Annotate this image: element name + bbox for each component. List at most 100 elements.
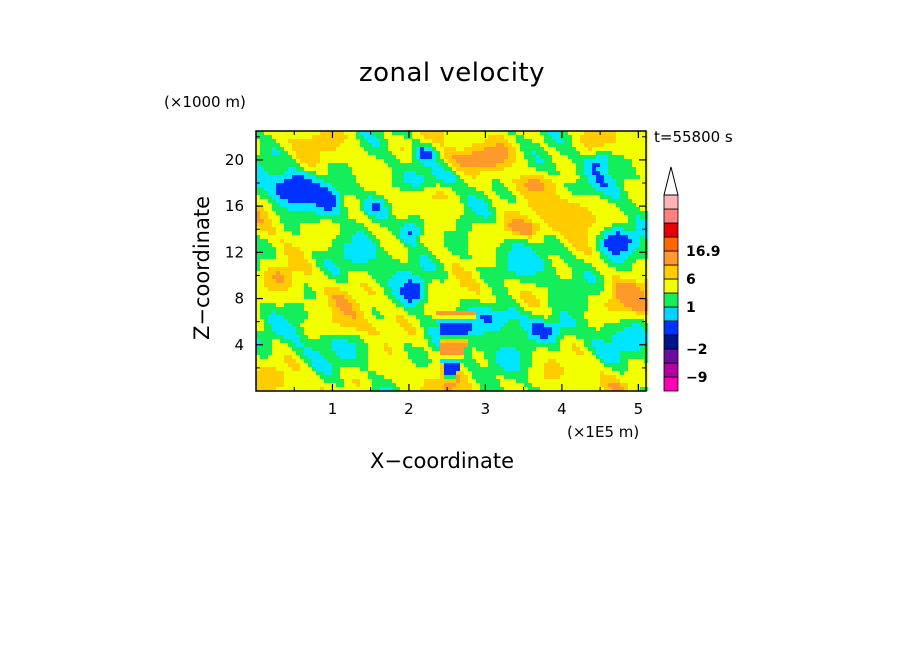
field-cell [380,255,385,260]
field-cell [352,295,357,300]
field-cell [280,171,285,176]
field-cell [568,147,573,152]
field-cell [428,319,433,324]
field-cell [632,131,637,136]
field-cell [416,331,421,336]
field-cell [352,207,357,212]
field-cell [508,159,513,164]
field-cell [388,219,393,224]
field-cell [556,143,561,148]
field-cell [544,191,549,196]
field-cell [324,211,329,216]
field-cell [380,131,385,136]
field-cell [512,319,517,324]
field-cell [580,319,585,324]
field-cell [540,203,545,208]
field-cell [332,255,337,260]
field-cell [324,175,329,180]
field-cell [380,315,385,320]
field-cell [336,175,341,180]
field-cell [616,219,621,224]
field-cell [512,203,517,208]
field-cell [592,147,597,152]
field-cell [272,191,277,196]
field-cell [316,147,321,152]
field-cell [628,199,633,204]
field-cell [364,207,369,212]
field-cell [412,147,417,152]
field-cell [592,267,597,272]
field-cell [284,163,289,168]
field-cell [572,291,577,296]
field-cell [524,151,529,156]
field-cell [384,187,389,192]
field-cell [564,295,569,300]
field-cell [320,175,325,180]
field-cell [404,327,409,332]
field-cell [344,219,349,224]
field-cell [620,275,625,280]
field-cell [448,147,453,152]
field-cell [504,275,509,280]
field-cell [312,155,317,160]
field-cell [620,295,625,300]
field-cell [328,235,333,240]
field-cell [340,167,345,172]
field-cell [616,223,621,228]
field-cell [304,195,309,200]
field-cell [404,139,409,144]
field-cell [464,251,469,256]
field-cell [460,295,465,300]
field-cell [348,267,353,272]
field-cell [492,151,497,156]
field-cell [484,147,489,152]
field-cell [316,227,321,232]
field-cell [508,219,513,224]
field-cell [536,299,541,304]
field-cell [532,243,537,248]
field-cell [596,151,601,156]
field-cell [328,247,333,252]
field-cell [368,311,373,316]
field-cell [492,271,497,276]
field-cell [300,151,305,156]
field-cell [424,287,429,292]
field-cell [304,247,309,252]
field-cell [548,323,553,328]
field-cell [300,319,305,324]
field-cell [280,183,285,188]
field-cell [444,163,449,168]
field-cell [344,163,349,168]
field-cell [600,227,605,232]
field-cell [356,187,361,192]
field-cell [312,131,317,136]
field-cell [436,171,441,176]
field-cell [400,291,405,296]
field-cell [352,175,357,180]
time-label: t=55800 s [654,128,733,146]
field-cell [348,299,353,304]
field-cell [440,171,445,176]
field-cell [452,147,457,152]
field-cell [308,275,313,280]
field-cell [580,147,585,152]
field-cell [284,319,289,324]
field-cell [268,295,273,300]
field-cell [528,255,533,260]
field-cell [424,291,429,296]
field-cell [372,291,377,296]
field-cell [344,211,349,216]
field-cell [484,159,489,164]
field-cell [472,259,477,264]
field-cell [268,207,273,212]
field-cell [324,195,329,200]
field-cell [284,275,289,280]
field-cell [280,223,285,228]
field-cell [352,303,357,308]
field-cell [560,231,565,236]
field-cell [372,299,377,304]
field-cell [476,315,481,320]
field-cell [392,131,397,136]
field-cell [428,231,433,236]
field-cell [608,255,613,260]
